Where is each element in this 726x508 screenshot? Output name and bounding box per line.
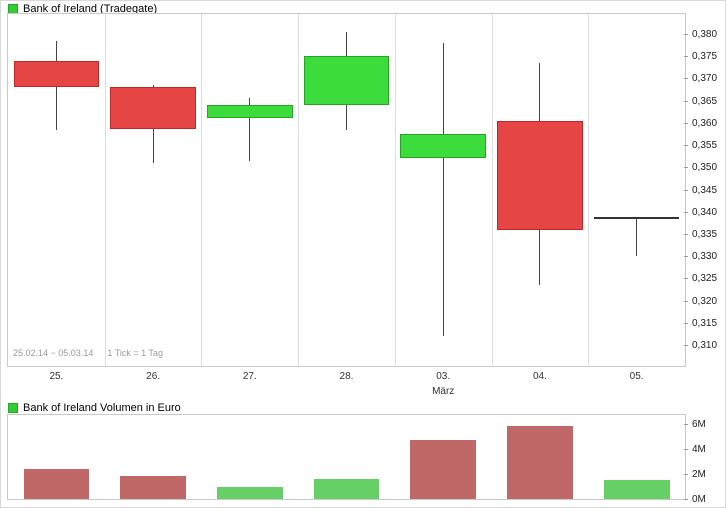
volume-axis-tick	[684, 448, 688, 450]
price-axis-tick	[684, 78, 688, 80]
price-axis-label: 0,350	[692, 162, 718, 174]
candle-doji	[593, 217, 680, 220]
volume-bar	[410, 440, 477, 499]
candle-body	[497, 120, 583, 230]
price-axis-tick	[684, 345, 688, 347]
date-axis-label: 27.	[242, 371, 257, 382]
volume-plot	[7, 414, 686, 500]
volume-chart-legend: Bank of Ireland Volumen in Euro	[8, 402, 181, 414]
candlestick-plot	[7, 13, 686, 367]
volume-axis-tick	[684, 423, 688, 425]
candle-body	[400, 134, 487, 159]
grid-line	[588, 14, 590, 366]
price-axis-tick	[684, 278, 688, 280]
volume-legend-square-icon	[8, 403, 18, 413]
price-axis-tick	[684, 167, 688, 169]
candle-body	[13, 60, 100, 88]
price-axis-label: 0,330	[692, 251, 718, 263]
date-axis-label: 04.	[532, 371, 547, 382]
price-axis-tick	[684, 300, 688, 302]
volume-chart-title: Bank of Ireland Volumen in Euro	[23, 402, 181, 414]
volume-bar	[216, 486, 283, 499]
candle-body	[110, 87, 196, 130]
volume-bar	[120, 476, 186, 499]
price-axis-label: 0,315	[692, 317, 718, 329]
price-axis-tick	[684, 256, 688, 258]
date-axis-label: 25.	[49, 371, 64, 382]
price-axis-tick	[684, 100, 688, 102]
price-axis-label: 0,360	[692, 117, 718, 129]
grid-line	[104, 14, 106, 366]
price-axis-tick	[684, 189, 688, 191]
price-axis-label: 0,325	[692, 273, 718, 285]
main-chart-title: Bank of Ireland (Tradegate)	[23, 3, 158, 15]
date-range-info: 25.02.14 − 05.03.14 1 Tick = 1 Tag	[13, 348, 177, 358]
volume-axis-label: 0M	[692, 494, 706, 505]
volume-bar	[507, 426, 573, 499]
candle-body	[303, 56, 390, 106]
grid-line	[201, 14, 203, 366]
price-axis-tick	[684, 56, 688, 58]
price-axis-tick	[684, 145, 688, 147]
date-axis-label: 28.	[339, 371, 354, 382]
candle-body	[206, 105, 293, 119]
tick-note-text: 1 Tick = 1 Tag	[107, 348, 163, 358]
volume-axis-label: 6M	[692, 418, 706, 430]
price-axis-label: 0,380	[692, 29, 718, 40]
grid-line	[298, 14, 300, 366]
volume-axis-label: 4M	[692, 443, 706, 455]
volume-bar	[23, 468, 90, 499]
price-axis-label: 0,335	[692, 229, 718, 240]
date-range-text: 25.02.14 − 05.03.14	[13, 348, 94, 358]
grid-line	[394, 14, 396, 366]
volume-axis-label: 2M	[692, 468, 706, 480]
price-axis-label: 0,310	[692, 340, 718, 352]
price-axis-tick	[684, 34, 688, 35]
price-axis-tick	[684, 122, 688, 124]
price-axis-label: 0,355	[692, 140, 718, 152]
price-axis-label: 0,365	[692, 95, 718, 107]
volume-axis-tick	[684, 499, 688, 500]
candle-wick	[249, 98, 251, 161]
price-axis-tick	[684, 322, 688, 324]
price-axis-tick	[684, 211, 688, 213]
price-axis-label: 0,370	[692, 73, 718, 85]
date-axis-label: 03.	[436, 371, 451, 382]
volume-bar	[313, 478, 380, 499]
candle-wick	[636, 218, 638, 257]
price-axis-label: 0,320	[692, 295, 718, 307]
price-axis-tick	[684, 234, 688, 235]
candle-wick	[442, 42, 444, 337]
volume-bar	[603, 480, 670, 499]
price-axis-label: 0,375	[692, 51, 718, 63]
volume-axis-tick	[684, 473, 688, 475]
price-axis-label: 0,340	[692, 206, 718, 218]
grid-line	[491, 14, 493, 366]
month-label: März	[432, 386, 455, 397]
date-axis-label: 26.	[146, 371, 161, 382]
price-axis-label: 0,345	[692, 184, 718, 196]
date-axis-label: 05.	[629, 371, 644, 382]
